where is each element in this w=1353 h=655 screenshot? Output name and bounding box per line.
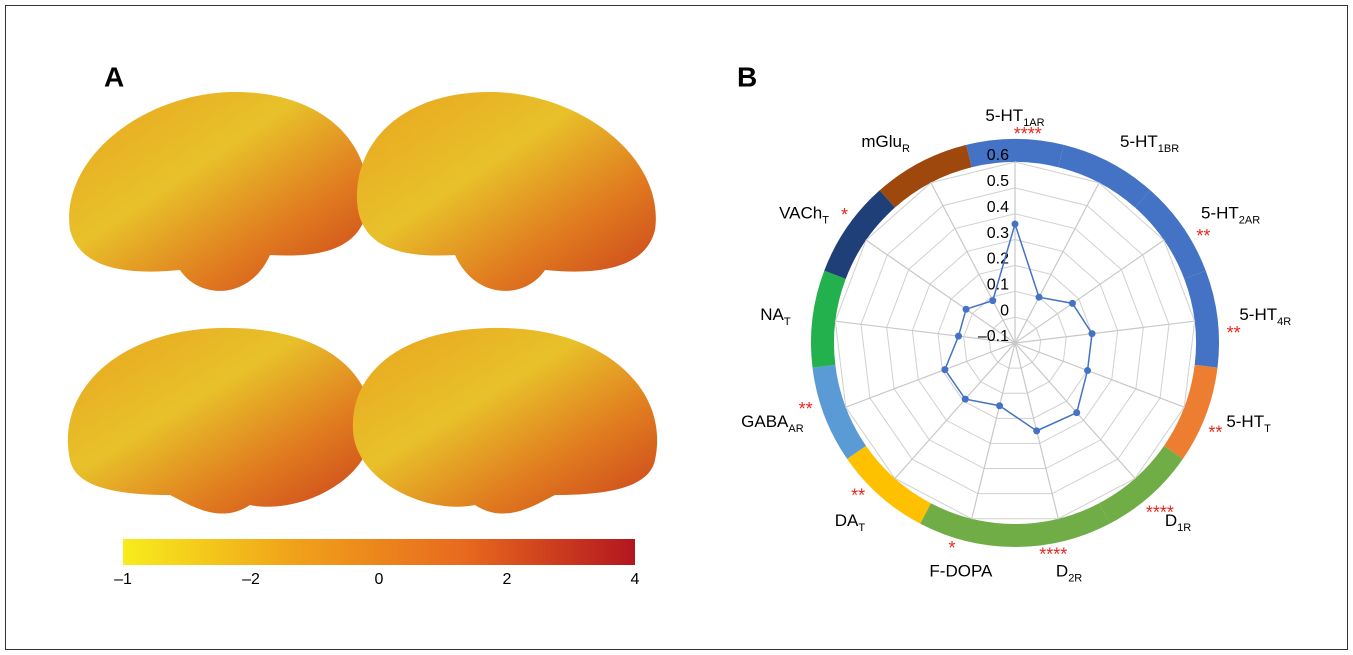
- colorbar-tick-label: 0: [375, 571, 384, 588]
- significance-stars: **: [1227, 323, 1241, 343]
- data-point: [1089, 330, 1096, 337]
- label-base: VACh: [779, 204, 822, 223]
- significance-stars: **: [1196, 226, 1210, 246]
- significance-stars: ****: [1146, 503, 1174, 523]
- colorbar-tick-label: –1: [114, 571, 132, 588]
- radial-tick-label: 0.6: [987, 147, 1009, 164]
- radial-tick-label: 0: [1000, 302, 1009, 319]
- brain-medial-right: [353, 328, 657, 514]
- brain-views: [68, 92, 657, 514]
- label-sub: AR: [788, 423, 803, 435]
- significance-stars: ****: [1014, 124, 1042, 144]
- category-ring-segment: [887, 156, 969, 199]
- data-point: [996, 402, 1003, 409]
- category-ring-segment: [1061, 156, 1143, 199]
- brain-medial-left: [68, 328, 372, 514]
- label-sub: 2AR: [1239, 215, 1260, 227]
- data-point: [955, 333, 962, 340]
- data-point: [1073, 409, 1080, 416]
- panel-label: B: [737, 61, 757, 92]
- label-base: NA: [760, 305, 784, 324]
- significance-stars: *: [841, 205, 848, 225]
- spoke: [972, 343, 1015, 519]
- colorbar-tick-label: –2: [242, 571, 260, 588]
- radial-tick-label: 0.3: [987, 225, 1009, 242]
- label-base: 5-HT: [1120, 132, 1158, 151]
- significance-stars: *: [949, 538, 956, 558]
- panel-label: A: [104, 61, 124, 92]
- spoke: [895, 343, 1015, 478]
- label-sub: 4R: [1277, 316, 1291, 328]
- category-ring-segment: [1015, 513, 1104, 535]
- radial-tick-label: 0.5: [987, 173, 1009, 190]
- label-base: DA: [835, 512, 859, 531]
- category-label: D2R: [1056, 562, 1082, 584]
- category-label: VAChT: [779, 204, 829, 226]
- category-label: NAT: [760, 305, 791, 327]
- label-sub: T: [822, 215, 829, 227]
- category-label: 5-HT4R: [1239, 305, 1291, 327]
- data-point: [1084, 367, 1091, 374]
- label-sub: 1BR: [1158, 143, 1179, 155]
- brain-lateral-right: [357, 92, 656, 291]
- category-ring-segment: [1173, 366, 1206, 452]
- category-ring-segment: [823, 275, 836, 366]
- label-sub: 1R: [1177, 522, 1191, 534]
- colorbar: [123, 539, 635, 565]
- significance-stars: **: [799, 399, 813, 419]
- data-point: [941, 366, 948, 373]
- data-point: [962, 396, 969, 403]
- label-base: F-DOPA: [929, 562, 993, 581]
- data-point: [963, 306, 970, 313]
- label-base: 5-HT: [1226, 413, 1264, 432]
- data-point: [989, 297, 996, 304]
- colorbar-tick-label: 4: [631, 571, 640, 588]
- category-label: mGluR: [861, 132, 910, 154]
- radial-tick-label: 0.2: [987, 251, 1009, 268]
- radial-tick-label: –0.1: [978, 328, 1009, 345]
- label-sub: R: [902, 143, 910, 155]
- category-ring-segment: [926, 513, 1015, 535]
- category-ring-segment: [1143, 199, 1195, 275]
- category-ring-segment: [824, 366, 857, 452]
- significance-stars: **: [851, 486, 865, 506]
- significance-stars: ****: [1039, 544, 1067, 564]
- radial-tick-label: 0.4: [987, 199, 1009, 216]
- label-base: mGlu: [861, 132, 902, 151]
- significance-stars: **: [1208, 423, 1222, 443]
- category-ring-segment: [857, 452, 926, 513]
- label-base: GABA: [741, 413, 789, 432]
- label-base: 5-HT: [1201, 204, 1239, 223]
- category-label: DAT: [835, 512, 866, 534]
- category-ring-segment: [969, 151, 1061, 157]
- label-base: D: [1056, 562, 1068, 581]
- label-base: 5-HT: [985, 106, 1023, 125]
- label-base: 5-HT: [1239, 305, 1277, 324]
- data-point: [1012, 221, 1019, 228]
- data-point: [1036, 294, 1043, 301]
- category-label: 5-HT1BR: [1120, 132, 1179, 154]
- figure: A B –1–2024–0.100.10.20.30.40.50.65-HT1A…: [0, 0, 1353, 655]
- category-label: 5-HTT: [1226, 413, 1271, 435]
- data-point: [1033, 427, 1040, 434]
- category-ring-segment: [1195, 275, 1208, 366]
- colorbar-tick-label: 2: [503, 571, 512, 588]
- label-sub: 2R: [1068, 572, 1082, 584]
- label-sub: T: [858, 522, 865, 534]
- category-label: 5-HT2AR: [1201, 204, 1260, 226]
- category-label: F-DOPA: [929, 562, 993, 581]
- label-sub: T: [1264, 423, 1271, 435]
- brain-lateral-left: [69, 92, 368, 291]
- category-label: GABAAR: [741, 413, 804, 435]
- data-point: [1069, 300, 1076, 307]
- label-sub: T: [784, 316, 791, 328]
